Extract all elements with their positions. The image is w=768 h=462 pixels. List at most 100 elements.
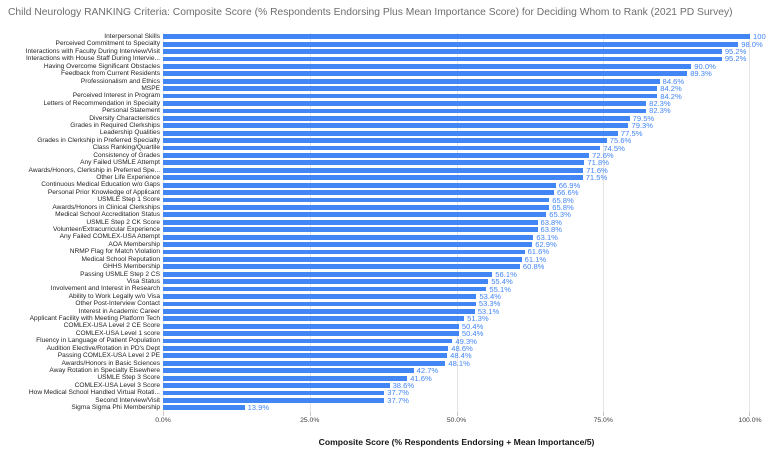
x-tick-label: 25.0% (300, 417, 320, 424)
bar-track: 50.4% (163, 329, 750, 339)
category-label: Perceived Commitment to Specialty (55, 40, 160, 48)
bar-row: Medical School Reputation 61.1% (0, 255, 768, 264)
value-label: 51.3% (467, 314, 489, 324)
bar-row: AOA Membership 62.9% (0, 240, 768, 250)
category-label: Applicant Facility with Meeting Platform… (29, 315, 160, 323)
category-label: Ability to Work Legally w/o Visa (68, 292, 160, 300)
category-label: Class Ranking/Quartile (92, 144, 160, 152)
bar-row: Leadership Qualities 77.5% (0, 129, 768, 138)
category-label: Interest in Academic Career (78, 307, 160, 315)
category-label: COMLEX-USA Level 1 score (75, 329, 160, 337)
category-label: GHHS Membership (102, 263, 160, 271)
bar-track: 53.3% (163, 299, 750, 309)
category-label: MSPE (141, 84, 160, 92)
value-label: 62.9% (535, 240, 557, 250)
bar (163, 64, 692, 69)
bar-row: Visa Status 55.4% (0, 277, 768, 286)
bar-row: Class Ranking/Quartile 74.5% (0, 144, 768, 153)
bar-row: MSPE 84.2% (0, 84, 768, 93)
value-label: 65.8% (552, 195, 574, 205)
bar (163, 286, 487, 292)
bar-track: 74.5% (163, 144, 750, 153)
gridline (749, 33, 750, 412)
value-label: 82.3% (649, 106, 671, 116)
bar (163, 93, 658, 99)
category-label: Involvement and Interest in Research (50, 285, 160, 293)
bar (163, 242, 533, 247)
bar-track: 95.2% (163, 47, 750, 57)
bar (163, 360, 446, 366)
value-label: 66.9% (558, 180, 581, 190)
category-label: Awards/Honors in Clinical Clerkships (52, 203, 160, 211)
value-label: 98.0% (741, 39, 763, 49)
bar (163, 160, 585, 166)
category-label: Letters of Recommendation in Specialty (43, 99, 160, 107)
value-label: 50.4% (461, 329, 484, 339)
bar (163, 205, 550, 210)
bar-row: Perceived Commitment to Specialty 98.0% (0, 39, 768, 49)
bar-row: Awards/Honors, Clerkship in Preferred Sp… (0, 166, 768, 175)
value-label: 48.6% (451, 343, 473, 353)
category-label: Audition Elective/Rotation in PD's Dept (46, 344, 160, 352)
bar-track: 72.6% (163, 151, 750, 160)
bar (163, 101, 647, 106)
bar-row: Sigma Sigma Phi Membership 13.9% (0, 403, 768, 413)
bar (163, 316, 465, 322)
category-label: USMLE Step 3 Score (97, 374, 160, 382)
category-label: Other Life Experience (96, 174, 160, 182)
category-label: Professionalism and Ethics (80, 77, 160, 85)
x-tick-label: 100.0% (738, 417, 762, 424)
bar-track: 66.9% (163, 180, 750, 190)
bar-track: 62.9% (163, 240, 750, 250)
bar-track: 84.2% (163, 92, 750, 101)
value-label: 13.9% (247, 403, 270, 413)
x-tick-mark (456, 412, 458, 416)
bar (163, 271, 493, 277)
bar-row: Audition Elective/Rotation in PD's Dept 4… (0, 343, 768, 353)
value-label: 55.1% (489, 284, 511, 294)
value-label: 95.2% (724, 54, 747, 64)
bar-track: 37.7% (163, 388, 750, 397)
value-label: 53.3% (478, 299, 501, 309)
bar-track: 84.6% (163, 77, 750, 86)
bar-row: COMLEX-USA Level 2 CE Score 50.4% (0, 322, 768, 331)
bar-track: 42.7% (163, 366, 750, 375)
bar-track: 79.3% (163, 121, 750, 130)
value-label: 71.8% (587, 158, 609, 168)
bar-row: Diversity Characteristics 79.5% (0, 114, 768, 123)
bar (163, 249, 525, 255)
category-label: Awards/Honors in Basic Sciences (61, 359, 160, 367)
bar-row: Letters of Recommendation in Specialty 82… (0, 99, 768, 108)
category-label: Fluency in Language of Patient Populatio… (36, 337, 160, 345)
bar-track: 37.7% (163, 395, 750, 405)
bar-track: 71.5% (163, 173, 750, 182)
category-label: Away Rotation in Specialty Elsewhere (49, 366, 160, 374)
bar (163, 323, 459, 329)
bar (163, 375, 408, 381)
bar-track: 63.1% (163, 233, 750, 242)
category-label: NRMP Flag for Match Violation (69, 248, 160, 256)
bar (163, 219, 538, 225)
bar-row: Any Failed USMLE Attempt 71.8% (0, 158, 768, 168)
category-label: Volunteer/Extracurricular Experience (52, 225, 160, 233)
bar-row: Passing USMLE Step 2 CS 56.1% (0, 270, 768, 279)
bar-track: 66.6% (163, 188, 750, 197)
bar-row: Involvement and Interest in Research 55.1… (0, 284, 768, 294)
bar-track: 51.3% (163, 314, 750, 324)
value-label: 63.8% (540, 217, 563, 227)
bar-row: Personal Statement 82.3% (0, 106, 768, 116)
value-label: 37.7% (387, 395, 409, 405)
bar (163, 212, 547, 218)
category-label: Other Post-Interview Contact (75, 300, 160, 308)
bar (163, 182, 556, 188)
bar-track: 63.8% (163, 217, 750, 227)
bar-rows: Interpersonal Skills 100 Perceived Commitm… (0, 32, 768, 413)
bar-row: How Medical School Handled Virtual Rotat… (0, 388, 768, 397)
bar (163, 264, 520, 270)
category-label: Interpersonal Skills (104, 33, 160, 40)
value-label: 95.2% (724, 47, 747, 57)
bar (163, 34, 750, 40)
bar-row: Interpersonal Skills 100 (0, 32, 768, 41)
bar-track: 61.6% (163, 247, 750, 256)
bar (163, 338, 453, 344)
